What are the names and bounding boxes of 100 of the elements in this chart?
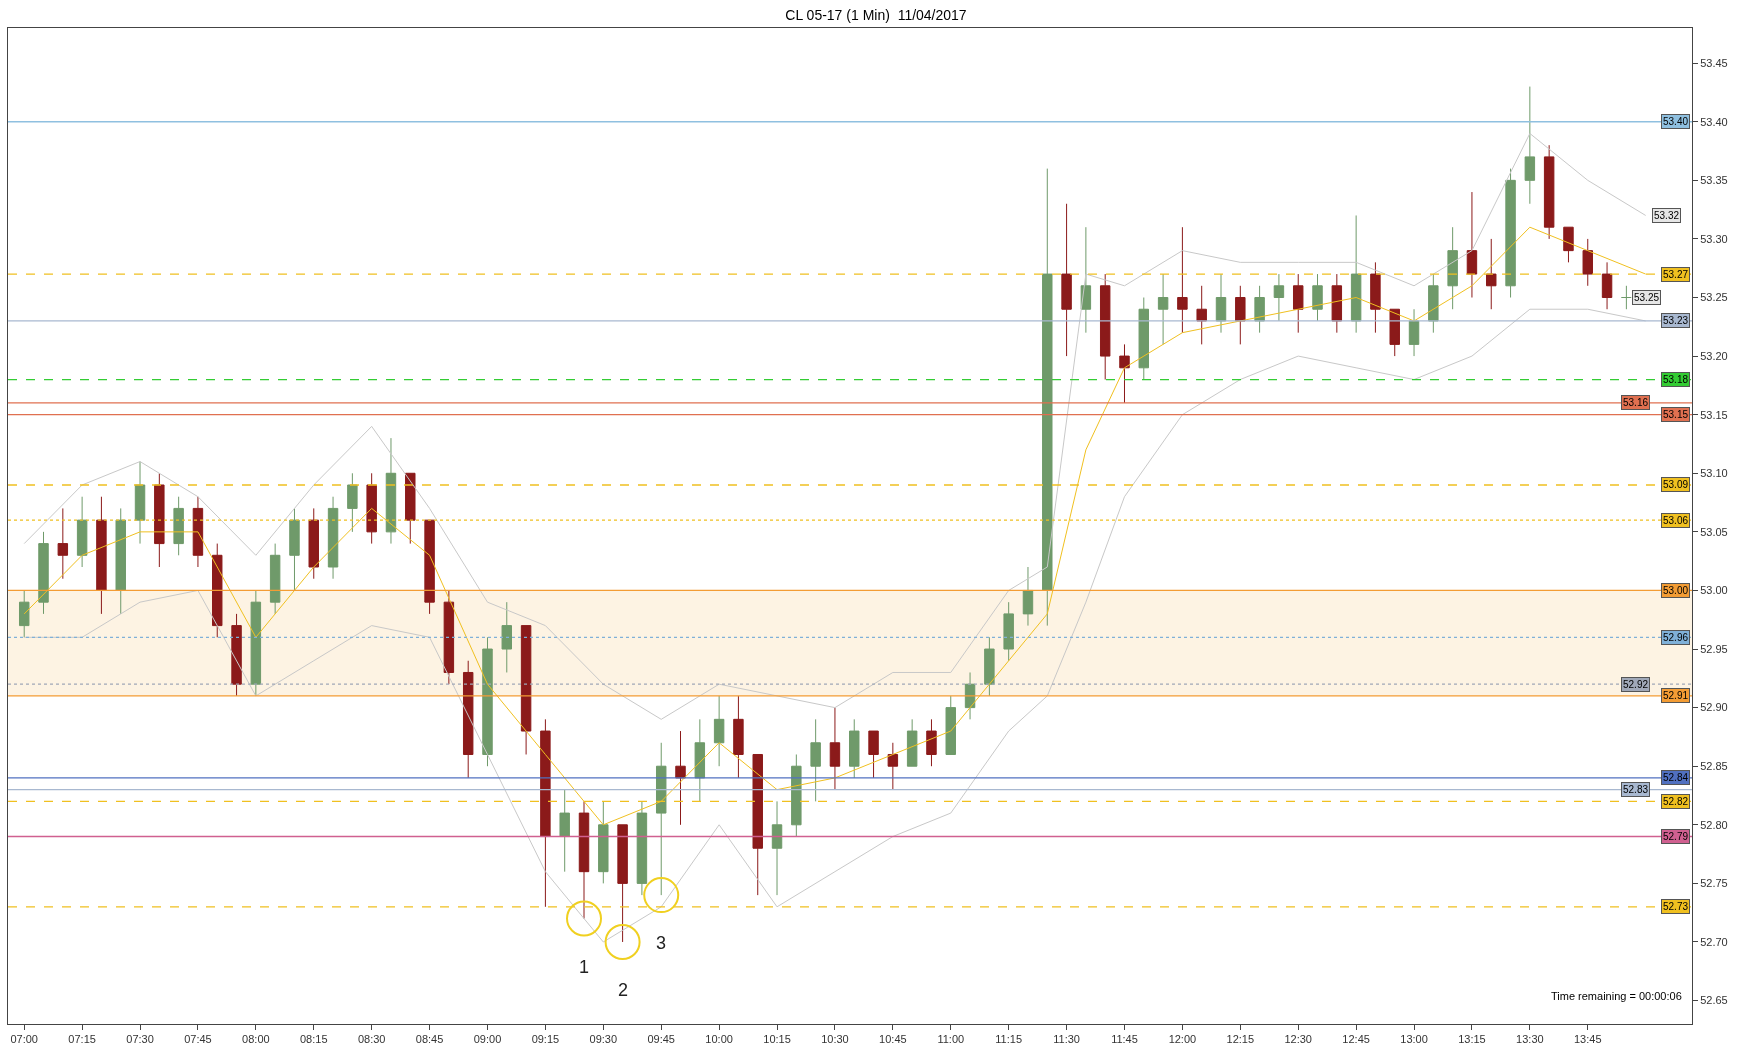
y-tick-label: 53.35 — [1700, 174, 1728, 187]
candlestick — [1312, 273, 1323, 322]
x-tick-label: 13:00 — [1400, 1033, 1428, 1046]
annotation: 1 — [579, 957, 590, 977]
candlestick — [1177, 226, 1188, 334]
x-tick-label: 07:30 — [126, 1033, 154, 1046]
candlestick — [18, 589, 30, 638]
candlestick — [115, 507, 126, 615]
candlestick — [1235, 285, 1246, 345]
candlestick — [1157, 273, 1169, 345]
x-tick-label: 13:45 — [1573, 1033, 1602, 1046]
candlestick — [829, 707, 841, 791]
candlestick — [598, 800, 609, 884]
candlestick — [1466, 191, 1478, 299]
y-tick-label: 53.25 — [1700, 291, 1728, 304]
candlestick — [1543, 144, 1555, 240]
candlestick — [1119, 343, 1130, 404]
candlestick — [1138, 297, 1150, 381]
candlestick — [1331, 273, 1343, 334]
candlestick — [617, 824, 628, 943]
candlestick — [424, 519, 435, 615]
ref-line-label: 53.40 — [1663, 116, 1689, 127]
candlestick — [250, 589, 262, 697]
ref-line-label: 53.23 — [1663, 315, 1689, 326]
candlestick — [269, 543, 281, 615]
x-tick-label: 10:30 — [821, 1033, 849, 1046]
candlestick — [192, 496, 204, 568]
candlestick — [1408, 308, 1420, 357]
y-tick-label: 53.00 — [1700, 584, 1728, 597]
y-tick-label: 52.80 — [1700, 818, 1728, 831]
ref-line-label: 53.18 — [1663, 374, 1689, 385]
candlestick — [1621, 285, 1632, 310]
x-tick-label: 10:45 — [879, 1033, 907, 1046]
candlestick — [96, 496, 107, 615]
candlestick — [791, 753, 802, 838]
annotation: 53.32 — [1654, 210, 1680, 221]
y-tick-label: 52.75 — [1700, 877, 1728, 890]
ref-line-label: 52.91 — [1663, 690, 1689, 701]
candlestick — [1350, 214, 1362, 334]
candlestick — [76, 496, 88, 568]
ref-line-label: 53.27 — [1663, 269, 1689, 280]
candlestick — [212, 543, 223, 638]
candlestick — [675, 730, 686, 826]
ref-line-label: 53.15 — [1663, 409, 1689, 420]
candlestick — [984, 636, 995, 697]
x-tick-label: 11:15 — [995, 1033, 1023, 1046]
candlestick — [1196, 285, 1207, 345]
candlestick — [501, 601, 513, 673]
y-tick-label: 53.05 — [1700, 525, 1728, 538]
x-tick-label: 13:15 — [1458, 1033, 1486, 1046]
candlestick — [1524, 86, 1536, 205]
ref-line-label: 52.92 — [1623, 679, 1649, 690]
candlestick — [134, 461, 146, 545]
candlestick — [347, 472, 358, 533]
candlestick — [1003, 601, 1014, 662]
candlestick — [578, 800, 590, 920]
candlestick — [713, 695, 725, 767]
candlestick — [1428, 273, 1439, 334]
candlestick — [1582, 238, 1593, 287]
ref-line-label: 52.96 — [1663, 632, 1689, 643]
candlestick — [1080, 226, 1092, 334]
candlestick — [1292, 273, 1304, 334]
candlestick — [1563, 226, 1574, 263]
x-tick-label: 10:00 — [705, 1033, 733, 1046]
x-tick-label: 10:15 — [763, 1033, 791, 1046]
x-tick-label: 12:00 — [1168, 1033, 1197, 1046]
candlestick — [173, 496, 184, 556]
candlestick — [1389, 308, 1400, 357]
candlestick — [308, 507, 319, 580]
candlestick — [636, 800, 648, 896]
x-tick-label: 09:00 — [473, 1033, 502, 1046]
x-tick-label: 13:30 — [1516, 1033, 1544, 1046]
x-tick-label: 07:15 — [68, 1033, 96, 1046]
candlestick — [540, 718, 551, 908]
y-tick-label: 53.30 — [1700, 232, 1728, 245]
x-tick-label: 08:45 — [415, 1033, 444, 1046]
x-tick-label: 11:30 — [1053, 1033, 1080, 1046]
y-tick-label: 52.65 — [1700, 994, 1728, 1007]
candlestick — [1486, 238, 1497, 310]
x-tick-label: 08:15 — [299, 1033, 328, 1046]
ref-line-label: 52.73 — [1663, 901, 1689, 912]
y-tick-label: 52.70 — [1700, 935, 1728, 948]
x-tick-label: 09:15 — [531, 1033, 560, 1046]
y-tick-label: 52.95 — [1700, 642, 1728, 655]
candlestick — [1447, 226, 1458, 310]
candlestick — [366, 472, 377, 545]
x-tick-label: 07:45 — [184, 1033, 212, 1046]
candlestick — [771, 800, 783, 896]
candlestick — [1505, 168, 1516, 299]
candlestick — [482, 636, 493, 767]
candlestick — [945, 695, 956, 755]
annotation: 53.25 — [1634, 292, 1660, 303]
annotation: 2 — [618, 980, 629, 1000]
candlestick — [1215, 273, 1227, 334]
candlestick — [154, 472, 165, 568]
y-tick-label: 53.40 — [1700, 115, 1728, 128]
ref-line-label: 52.82 — [1663, 796, 1689, 807]
candlestick — [462, 660, 474, 779]
y-tick-label: 53.15 — [1700, 408, 1728, 421]
candlestick — [385, 437, 397, 545]
